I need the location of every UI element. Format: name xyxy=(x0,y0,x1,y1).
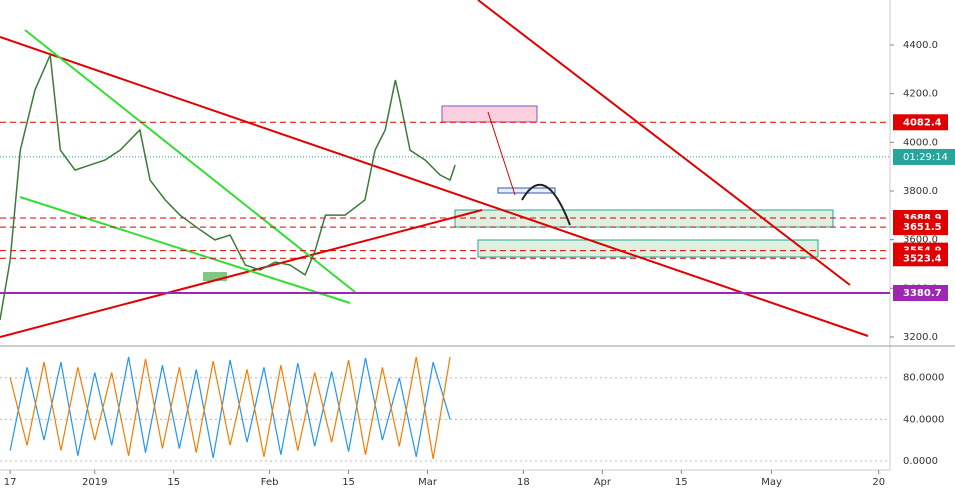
level-label: 3380.7 xyxy=(903,288,942,299)
level-box xyxy=(893,250,948,267)
price-line xyxy=(0,52,456,321)
x-tick-label: Mar xyxy=(418,477,438,488)
level-box xyxy=(893,114,948,131)
y-tick-label: 0.0000 xyxy=(903,456,938,467)
projection-curve xyxy=(521,183,571,226)
level-label: 3651.5 xyxy=(903,222,942,233)
level-label: 3523.4 xyxy=(903,253,942,264)
x-tick-label: 17 xyxy=(4,477,17,488)
y-tick-label: 3200.0 xyxy=(903,332,938,343)
oscillator-line xyxy=(9,356,451,458)
y-tick-label: 3600.0 xyxy=(903,235,938,246)
x-tick-label: 15 xyxy=(167,477,180,488)
level-label: 4082.4 xyxy=(903,117,942,128)
x-tick-label: May xyxy=(761,477,782,488)
arrow xyxy=(487,111,516,196)
y-tick-label: 4400.0 xyxy=(903,40,938,51)
oscillator-line xyxy=(9,356,451,459)
y-tick-label: 4000.0 xyxy=(903,137,938,148)
countdown: 01:29:14 xyxy=(903,152,948,163)
y-tick-label: 3800.0 xyxy=(903,186,938,197)
x-tick-label: 18 xyxy=(517,477,530,488)
y-tick-label: 80.0000 xyxy=(903,373,944,384)
y-tick-label: 4200.0 xyxy=(903,89,938,100)
zone xyxy=(441,105,538,123)
x-tick-label: 15 xyxy=(675,477,688,488)
trend-line xyxy=(24,29,356,293)
trend-line xyxy=(19,196,351,304)
x-tick-label: 20 xyxy=(872,477,885,488)
countdown-box xyxy=(893,148,955,165)
zone xyxy=(203,272,227,281)
x-tick-label: Apr xyxy=(594,477,612,488)
trend-line xyxy=(0,209,483,338)
y-tick-label: 40.0000 xyxy=(903,414,944,425)
level-box xyxy=(893,219,948,236)
trend-line xyxy=(477,0,851,286)
x-tick-label: Feb xyxy=(261,477,279,488)
level-box xyxy=(893,285,948,302)
trend-line xyxy=(0,36,869,337)
level-label: 3688.9 xyxy=(903,213,942,224)
zone xyxy=(477,239,819,258)
x-tick-label: 2019 xyxy=(82,477,107,488)
x-tick-label: 15 xyxy=(342,477,355,488)
